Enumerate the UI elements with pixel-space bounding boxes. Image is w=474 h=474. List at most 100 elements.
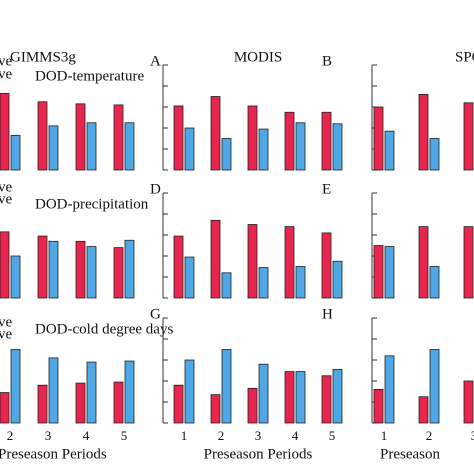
x-tick-label: 5 (329, 428, 336, 443)
bar (113, 381, 124, 424)
panel-letter: E (322, 181, 331, 197)
bar (124, 122, 135, 171)
bar (332, 123, 343, 171)
bar (373, 245, 384, 299)
bar (295, 371, 306, 424)
bar (463, 102, 474, 171)
x-tick-label: 1 (381, 428, 388, 443)
bar (210, 219, 221, 299)
x-tick-label: 2 (426, 428, 433, 443)
bar (373, 388, 384, 424)
bar (321, 232, 332, 299)
bar (247, 105, 258, 171)
bar (295, 266, 306, 299)
bar (37, 235, 48, 299)
bar (321, 111, 332, 171)
bar (429, 266, 440, 299)
bar (384, 246, 395, 299)
bar (221, 272, 232, 299)
bar (429, 349, 440, 424)
bar (332, 369, 343, 424)
bar (210, 96, 221, 171)
side-label: ve (0, 66, 13, 82)
bar (124, 239, 135, 299)
x-axis-label: Preseason (380, 446, 440, 462)
bar (48, 240, 59, 299)
panel-letter: A (150, 53, 161, 69)
bar (10, 255, 21, 299)
bar (463, 380, 474, 424)
bar (173, 235, 184, 299)
x-tick-label: 3 (471, 428, 474, 443)
bar (48, 125, 59, 171)
bar (418, 396, 429, 424)
panel-label: DOD-precipitation (35, 196, 149, 212)
bar (284, 371, 295, 424)
bar (113, 104, 124, 171)
bar (10, 134, 21, 171)
bar (124, 360, 135, 424)
bar (75, 382, 86, 424)
bar (284, 111, 295, 171)
bar (86, 122, 97, 171)
bar (86, 246, 97, 299)
side-label: ve (0, 53, 13, 69)
panel-label: DOD-cold degree days (35, 321, 173, 337)
bar (284, 226, 295, 299)
bar (210, 394, 221, 424)
x-tick-label: 4 (83, 428, 90, 443)
bar (0, 392, 10, 424)
bar (184, 359, 195, 424)
bar (247, 387, 258, 424)
x-tick-label: 3 (255, 428, 262, 443)
panel-letter: H (322, 306, 333, 322)
x-tick-label: 2 (218, 428, 225, 443)
side-label: ve (0, 191, 13, 207)
bar (247, 224, 258, 299)
bar (0, 231, 10, 299)
panel-title: MODIS (234, 49, 282, 65)
panel-letter: B (322, 53, 332, 69)
bar (332, 260, 343, 299)
bar (384, 130, 395, 171)
bar (173, 384, 184, 424)
bar (75, 103, 86, 171)
bar (295, 122, 306, 171)
bar (221, 349, 232, 424)
side-label: ve (0, 314, 13, 330)
x-axis-label: Preseason Periods (0, 446, 107, 462)
bar (463, 226, 474, 299)
panel-letter: G (150, 306, 161, 322)
bar (113, 247, 124, 299)
bar (258, 128, 269, 171)
bar (321, 375, 332, 424)
panel-label: DOD-temperature (35, 68, 144, 84)
bar (384, 355, 395, 424)
x-tick-label: 1 (181, 428, 188, 443)
bar (221, 138, 232, 171)
x-tick-label: 5 (121, 428, 128, 443)
bar (48, 357, 59, 424)
bar (184, 256, 195, 299)
x-axis-label: Preseason Periods (204, 446, 313, 462)
bar (258, 267, 269, 299)
panel-letter: D (150, 181, 161, 197)
bar (418, 94, 429, 171)
bar (37, 101, 48, 171)
panel-title: GIMMS3g (10, 49, 76, 65)
bar (37, 384, 48, 424)
bar (418, 226, 429, 299)
bar (75, 240, 86, 299)
bar (429, 138, 440, 171)
bar (373, 106, 384, 171)
x-tick-label: 4 (292, 428, 299, 443)
panel-title: SPO (455, 49, 474, 65)
side-label: ve (0, 179, 13, 195)
bar (86, 361, 97, 424)
side-label: ve (0, 326, 13, 342)
bar (258, 363, 269, 424)
bar (0, 92, 10, 171)
bar (184, 127, 195, 171)
x-tick-label: 3 (45, 428, 52, 443)
